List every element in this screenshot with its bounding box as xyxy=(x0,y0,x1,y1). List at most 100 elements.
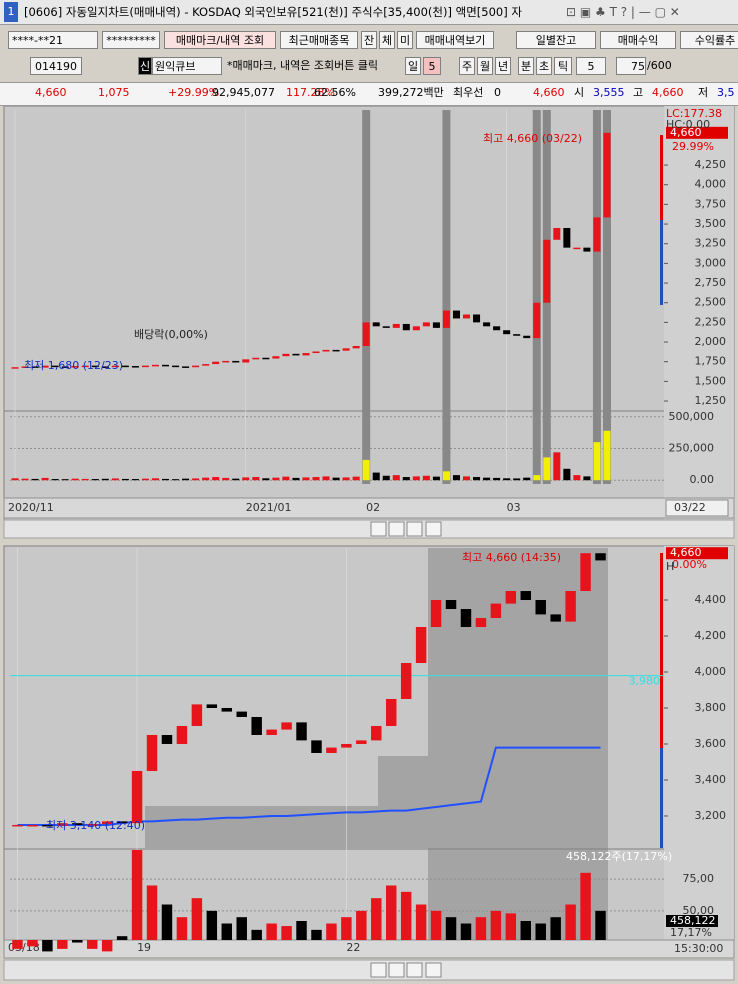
tab[interactable]: 미 xyxy=(397,31,413,49)
candle xyxy=(281,722,292,730)
candle xyxy=(565,591,576,622)
candle xyxy=(553,227,561,240)
window-controls[interactable]: ⊡ ▣ ♣ T ? | — ▢ ✕ xyxy=(566,5,680,19)
scroll-bar xyxy=(3,519,735,539)
volume-bar xyxy=(535,923,546,940)
candle xyxy=(71,366,79,368)
volume-bar xyxy=(251,929,262,940)
volume-bar xyxy=(282,476,290,481)
volume-bar xyxy=(312,477,320,481)
volume-bar xyxy=(242,477,250,481)
candle xyxy=(242,359,250,363)
volume-bar xyxy=(463,476,471,481)
volume-bar xyxy=(513,478,521,481)
candle xyxy=(603,132,611,218)
price-bar xyxy=(660,553,663,748)
volume-bar xyxy=(520,920,532,940)
scroll-button[interactable] xyxy=(388,962,405,978)
y-tick-label: 4,200 xyxy=(695,629,727,642)
ownership-line xyxy=(17,746,601,826)
password-input[interactable]: ********* xyxy=(102,31,160,49)
candle xyxy=(490,603,502,619)
period-input[interactable]: 5 xyxy=(576,57,606,75)
candle xyxy=(372,322,380,327)
candle xyxy=(580,553,591,592)
x-tick-label: 22 xyxy=(346,941,360,954)
candle xyxy=(430,600,442,628)
volume-bar xyxy=(583,476,591,481)
recent-button[interactable]: 최근매매종목 xyxy=(280,31,358,49)
candle xyxy=(236,711,247,717)
volume-bar xyxy=(392,475,400,481)
scroll-button[interactable] xyxy=(425,521,442,537)
scroll-button[interactable] xyxy=(388,521,405,537)
button[interactable]: 수익률추 xyxy=(680,31,738,49)
volume-bar xyxy=(460,923,472,940)
stock-name[interactable]: 원익큐브 xyxy=(152,57,222,75)
candle xyxy=(176,725,188,744)
period[interactable]: 초 xyxy=(536,57,552,75)
candle xyxy=(535,600,546,615)
scroll-button[interactable] xyxy=(370,962,387,978)
candle xyxy=(292,353,300,356)
candle xyxy=(550,614,561,622)
volume-bar xyxy=(302,477,310,481)
button[interactable]: 매매수익 xyxy=(600,31,676,49)
cursor-date: 03/22 xyxy=(674,501,706,514)
tab[interactable]: 체 xyxy=(379,31,395,49)
tab[interactable]: 잔 xyxy=(361,31,377,49)
candle xyxy=(101,821,113,825)
candle xyxy=(61,366,69,368)
x-axis-panel xyxy=(3,497,735,519)
volume-bar xyxy=(593,442,601,481)
candle xyxy=(483,322,491,327)
scroll-button[interactable] xyxy=(370,521,387,537)
query-button[interactable]: 매매마크/내역 조회 xyxy=(164,31,276,49)
volume-bar xyxy=(131,479,139,481)
volume-tick-label: 50,00 xyxy=(683,904,715,917)
volume-bar xyxy=(252,477,260,481)
volume-bar xyxy=(12,940,23,949)
history-button[interactable]: 매매내역보기 xyxy=(416,31,494,49)
candle xyxy=(141,365,149,368)
period[interactable]: 5 xyxy=(423,57,441,75)
annotation: 최고 4,660 (14:35) xyxy=(462,551,561,564)
period[interactable]: 일 xyxy=(405,57,421,75)
y-tick-label: 1,250 xyxy=(695,394,727,407)
volume-bar xyxy=(51,479,59,481)
volume-bar xyxy=(430,910,442,940)
count-input[interactable]: 75 xyxy=(616,57,646,75)
y-tick-label: 1,500 xyxy=(695,374,727,387)
quote-value: 1,075 xyxy=(98,86,130,99)
period[interactable]: 틱 xyxy=(554,57,572,75)
scroll-button[interactable] xyxy=(425,962,442,978)
quote-value: 시 xyxy=(574,86,585,99)
candle xyxy=(131,366,139,368)
scroll-button[interactable] xyxy=(406,521,423,537)
period[interactable]: 월 xyxy=(477,57,493,75)
candle xyxy=(385,698,397,726)
account-input[interactable]: ****-**21 xyxy=(8,31,98,49)
volume-bar xyxy=(550,917,561,940)
scroll-button[interactable] xyxy=(406,962,423,978)
volume-bar xyxy=(192,478,200,481)
quote-value: 4,660 xyxy=(533,86,565,99)
volume-bar xyxy=(400,891,412,940)
y-tick-label: 3,200 xyxy=(695,809,727,822)
price-bar xyxy=(660,220,663,305)
volume-bar xyxy=(565,904,576,940)
candle xyxy=(27,824,38,827)
candle xyxy=(505,591,517,604)
volume-label-box xyxy=(666,915,718,927)
period[interactable]: 주 xyxy=(459,57,475,75)
period[interactable]: 분 xyxy=(518,57,534,75)
code-input[interactable]: 014190 xyxy=(30,57,82,75)
button[interactable]: 일별잔고 xyxy=(516,31,596,49)
volume-bar xyxy=(131,850,143,940)
period[interactable]: 년 xyxy=(495,57,511,75)
volume-label: 458,122 xyxy=(670,914,716,927)
x-tick-label: 2020/11 xyxy=(8,501,54,514)
volume-bar xyxy=(61,479,69,481)
top-label: LC:177.38 xyxy=(666,107,722,120)
